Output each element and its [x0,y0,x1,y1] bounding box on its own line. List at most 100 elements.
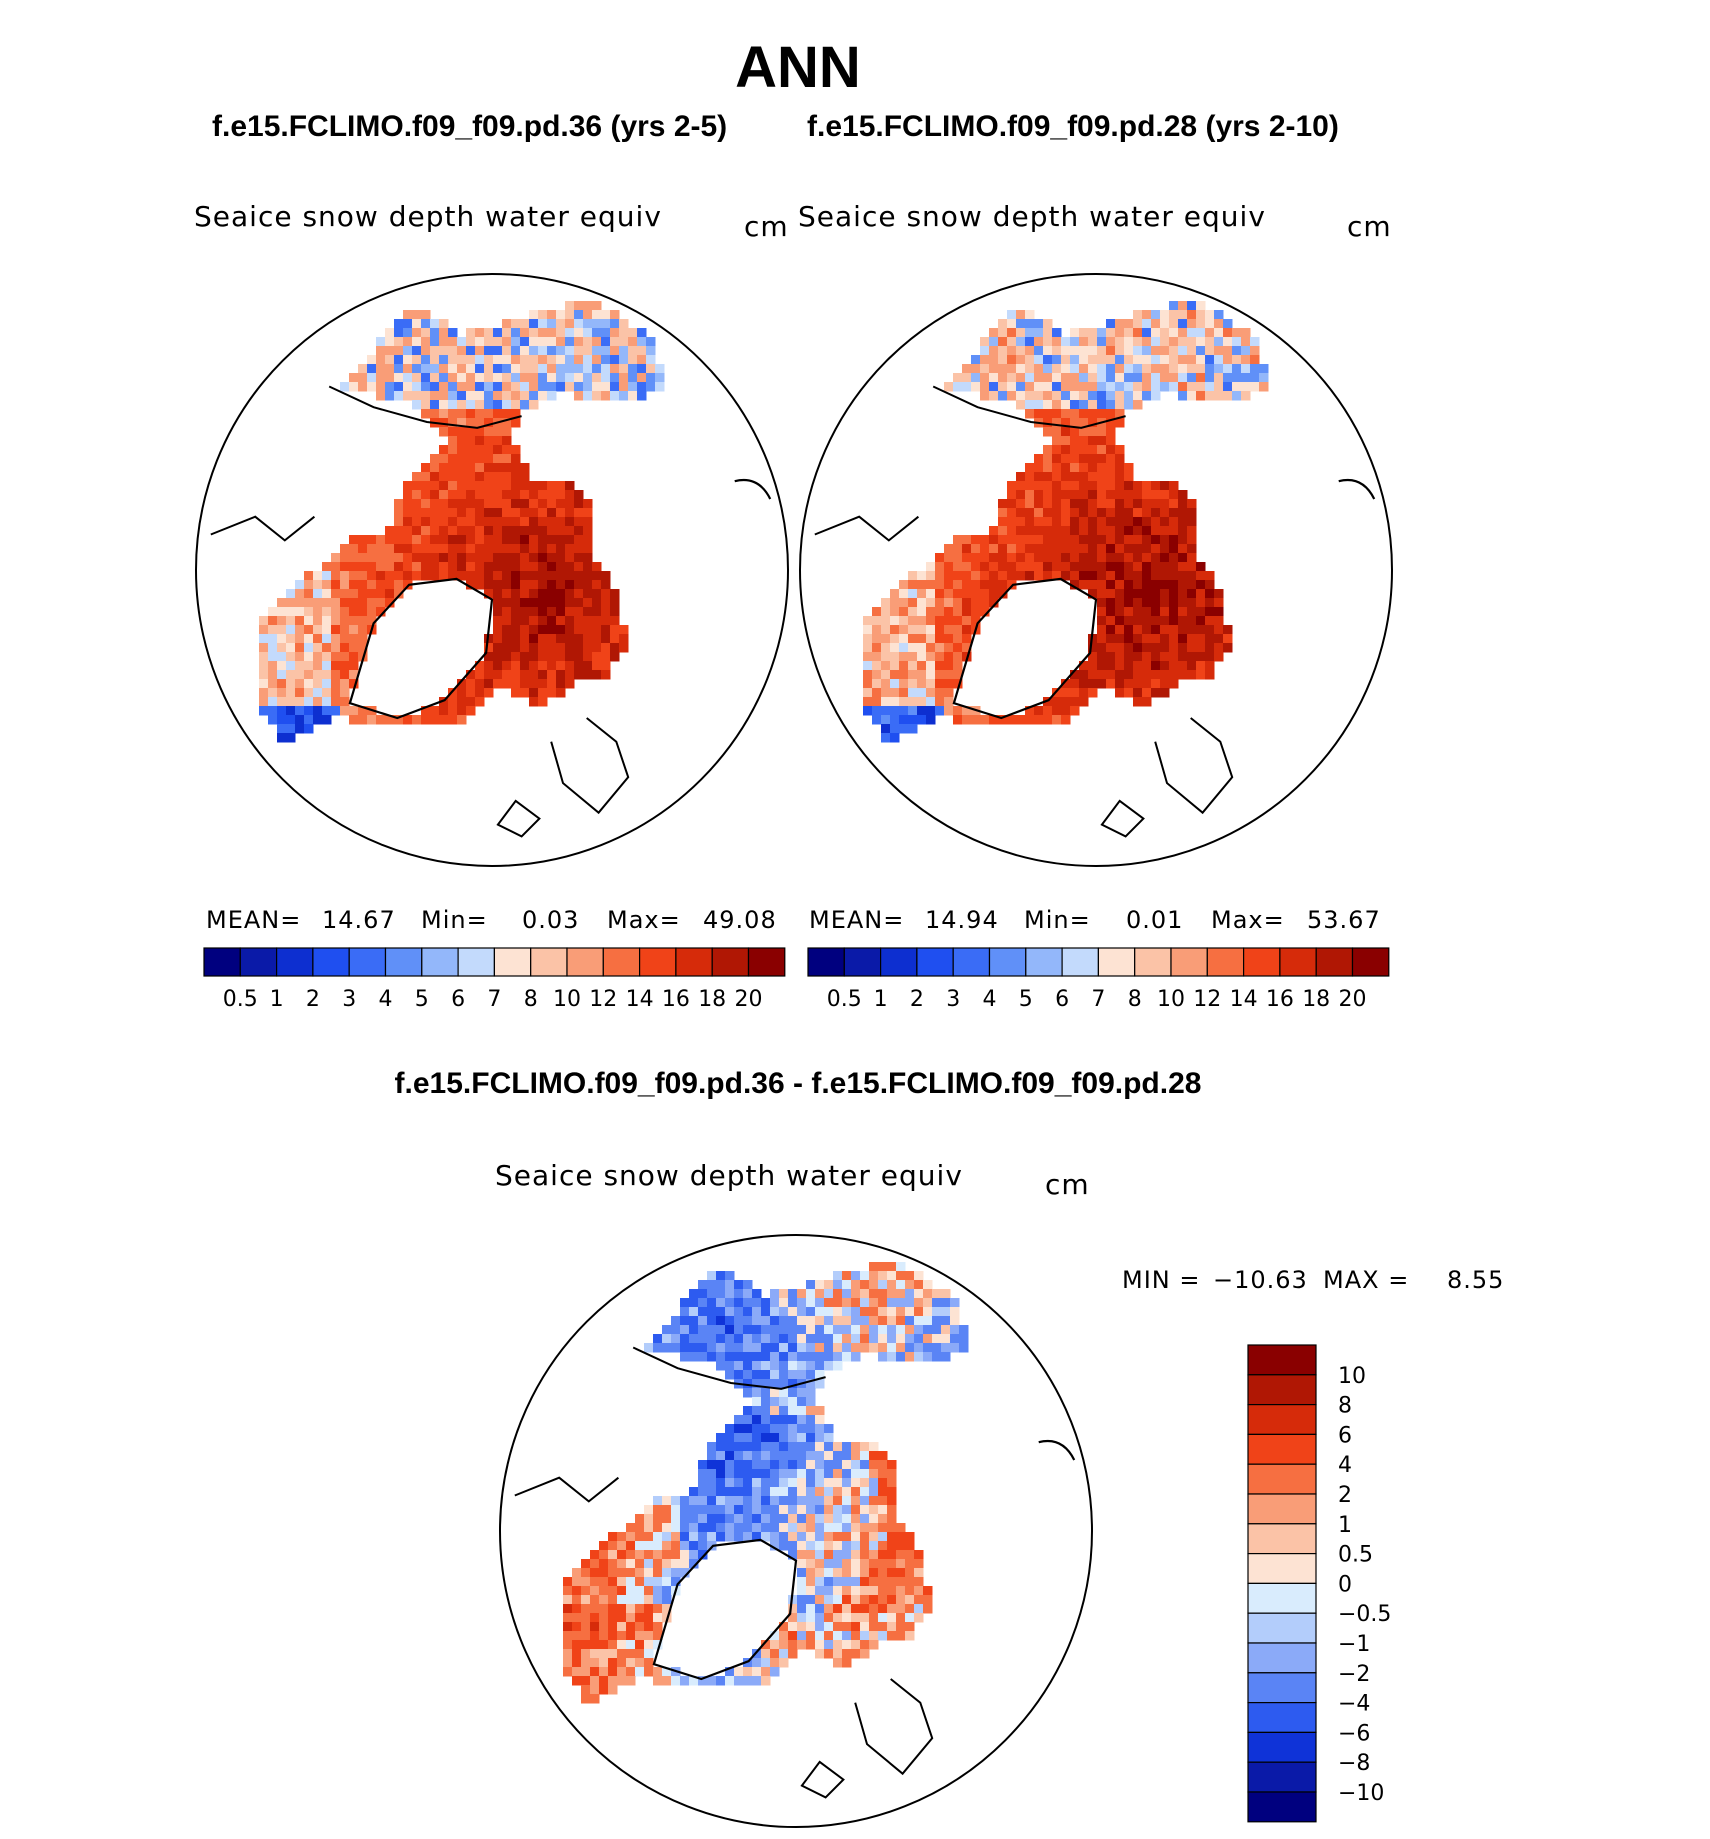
data-cell [896,1307,906,1317]
data-cell [833,1451,843,1461]
colorbar-box [276,947,314,977]
data-cell [971,580,981,590]
data-cell [716,1325,726,1335]
data-cell [493,625,503,635]
data-cell [944,382,954,392]
data-cell [556,346,566,356]
data-cell [529,688,539,698]
data-cell [725,1523,735,1533]
data-cell [878,1325,888,1335]
data-cell [538,625,548,635]
data-cell [1124,508,1134,518]
data-cell [914,1316,924,1326]
data-cell [998,337,1008,347]
data-cell [1142,517,1152,527]
data-cell [890,625,900,635]
data-cell [484,346,494,356]
data-cell [286,589,296,599]
data-cell [655,373,665,383]
data-cell [806,1325,816,1335]
data-cell [788,1460,798,1470]
data-cell [914,1559,924,1569]
data-cell [842,1640,852,1650]
data-cell [1070,427,1080,437]
data-cell [304,724,314,734]
colorbar-box [1279,947,1317,977]
data-cell [590,1613,600,1623]
data-cell [617,1640,627,1650]
data-cell [493,337,503,347]
data-cell [1007,490,1017,500]
data-cell [842,1478,852,1488]
data-cell [752,1406,762,1416]
data-cell [971,355,981,365]
data-cell [980,373,990,383]
data-cell [529,481,539,491]
data-cell [403,544,413,554]
data-cell [842,1604,852,1614]
data-cell [779,1442,789,1452]
data-cell [1196,607,1206,617]
data-cell [583,364,593,374]
data-cell [770,1514,780,1524]
data-cell [403,328,413,338]
colorbar-box [1247,1493,1317,1525]
data-cell [878,1622,888,1632]
data-cell [358,562,368,572]
data-cell [1187,625,1197,635]
data-cell [662,1667,672,1677]
data-cell [590,1550,600,1560]
data-cell [953,616,963,626]
data-cell [770,1343,780,1353]
data-cell [1025,373,1035,383]
data-cell [779,1424,789,1434]
data-cell [268,652,278,662]
data-cell [493,346,503,356]
greenland-coastline [952,577,1098,720]
data-cell [806,1577,816,1587]
data-cell [295,616,305,626]
data-cell [1034,373,1044,383]
data-cell [511,625,521,635]
data-cell [869,1298,879,1308]
data-cell [1205,580,1215,590]
data-cell [286,706,296,716]
data-cell [421,490,431,500]
data-cell [743,1451,753,1461]
data-cell [797,1289,807,1299]
data-cell [565,652,575,662]
data-cell [421,364,431,374]
data-cell [259,652,269,662]
data-cell [962,598,972,608]
data-cell [1097,526,1107,536]
data-cell [1097,571,1107,581]
data-cell [502,679,512,689]
colorbar-box [638,947,677,977]
data-cell [358,580,368,590]
data-cell [824,1496,834,1506]
data-cell [941,1325,951,1335]
data-cell [797,1424,807,1434]
data-cell [1070,553,1080,563]
data-cell [1043,454,1053,464]
data-cell [1079,328,1089,338]
data-cell [1124,589,1134,599]
data-cell [448,328,458,338]
data-cell [313,607,323,617]
island-coastline [1100,799,1145,838]
data-cell [1187,571,1197,581]
data-cell [322,616,332,626]
island-coastline [496,799,541,838]
data-cell [466,688,476,698]
data-cell [797,1298,807,1308]
data-cell [869,1568,879,1578]
data-cell [1115,346,1125,356]
data-cell [340,643,350,653]
data-cell [520,661,530,671]
data-cell [1088,562,1098,572]
data-cell [1187,364,1197,374]
data-cell [734,1469,744,1479]
data-cell [412,346,422,356]
data-cell [716,1316,726,1326]
data-cell [484,481,494,491]
